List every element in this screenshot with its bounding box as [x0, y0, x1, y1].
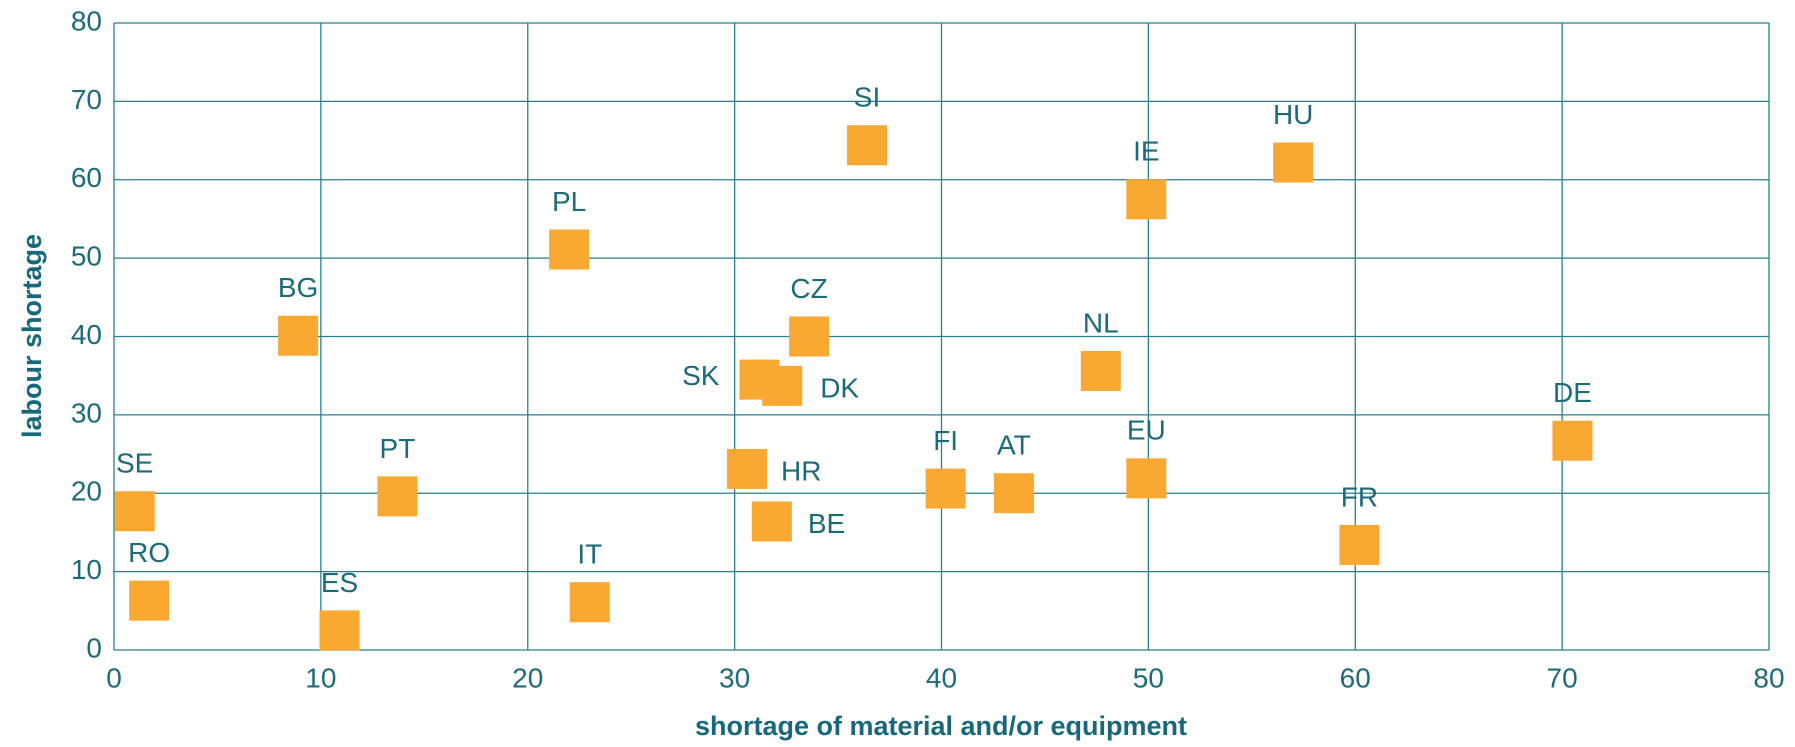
y-axis-title: labour shortage [17, 234, 47, 438]
x-tick-label: 60 [1340, 662, 1371, 693]
point-label: DE [1553, 377, 1592, 408]
x-tick-label: 40 [926, 662, 957, 693]
y-tick-label: 50 [71, 241, 102, 272]
point-label: HR [781, 455, 821, 486]
point [129, 580, 170, 621]
x-tick-label: 30 [719, 662, 750, 693]
point-label: EU [1127, 415, 1166, 446]
point [789, 316, 830, 357]
x-axis-title: shortage of material and/or equipment [695, 711, 1187, 741]
y-tick-label: 0 [86, 632, 102, 663]
point [1552, 420, 1593, 461]
point [1339, 524, 1380, 565]
y-tick-label: 70 [71, 84, 102, 115]
point-label: PT [380, 433, 416, 464]
point [1126, 179, 1167, 220]
point [549, 229, 590, 270]
point-label: IT [577, 539, 602, 570]
y-tick-label: 60 [71, 162, 102, 193]
point [925, 468, 966, 509]
x-tick-label: 70 [1547, 662, 1578, 693]
point-label: FR [1341, 481, 1378, 512]
point [1126, 458, 1167, 499]
point [762, 365, 803, 406]
point-label: AT [997, 430, 1031, 461]
point [847, 125, 888, 166]
x-tick-label: 50 [1133, 662, 1164, 693]
point-label: BE [808, 508, 845, 539]
x-tick-label: 80 [1753, 662, 1784, 693]
x-tick-label: 10 [305, 662, 336, 693]
point [114, 491, 155, 532]
point [751, 501, 792, 542]
point [1273, 142, 1314, 183]
point-label: SK [682, 360, 720, 391]
point [727, 448, 768, 489]
point [377, 476, 418, 517]
point-label: DK [820, 372, 859, 403]
point [319, 610, 360, 651]
x-tick-label: 20 [512, 662, 543, 693]
point [278, 315, 319, 356]
x-tick-label: 0 [106, 662, 122, 693]
point-label: HU [1273, 99, 1313, 130]
point-label: SI [854, 82, 880, 113]
point-label: PL [552, 186, 586, 217]
y-tick-label: 10 [71, 554, 102, 585]
point-label: NL [1083, 307, 1119, 338]
y-tick-label: 30 [71, 397, 102, 428]
point-label: RO [128, 537, 170, 568]
point [993, 473, 1034, 514]
point-label: BG [278, 272, 318, 303]
point-label: SE [116, 448, 153, 479]
point-label: FI [933, 425, 958, 456]
point-label: ES [321, 567, 358, 598]
point-label: CZ [790, 273, 827, 304]
y-tick-label: 20 [71, 476, 102, 507]
y-tick-label: 40 [71, 319, 102, 350]
point [569, 582, 610, 623]
point [1080, 350, 1121, 391]
y-tick-label: 80 [71, 5, 102, 36]
point-label: IE [1133, 136, 1159, 167]
